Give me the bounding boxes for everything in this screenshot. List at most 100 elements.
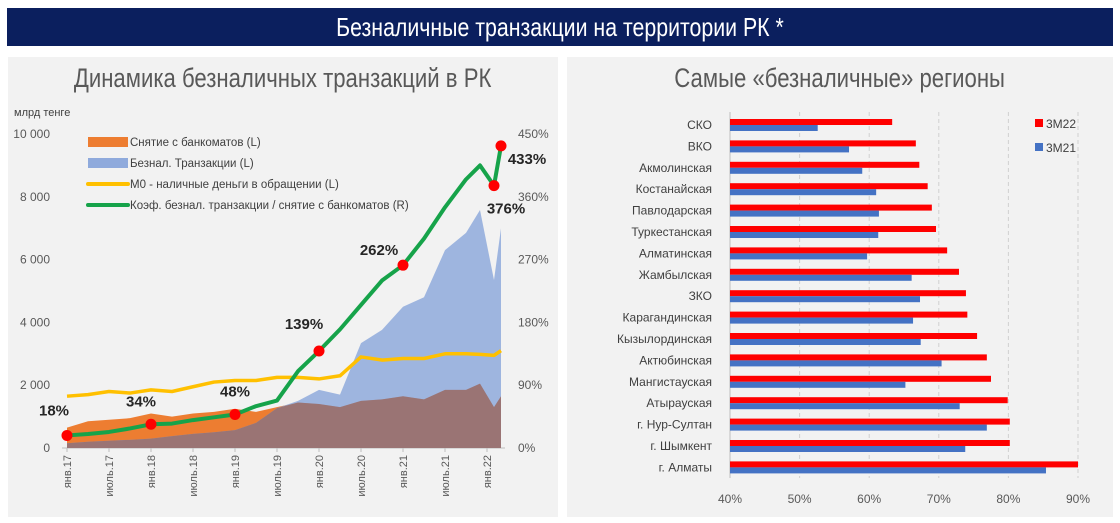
bar-3М21 (730, 189, 877, 196)
x-tick-label: июль.20 (356, 455, 368, 497)
legend-label: Безнал. Транзакции (L) (130, 158, 254, 170)
annotation-marker (488, 180, 500, 192)
x-tick-label: июль.17 (104, 455, 116, 497)
bar-3М21 (730, 125, 818, 131)
y2-tick-label: 450% (518, 127, 549, 141)
x-tick-label: янв.18 (146, 455, 158, 488)
x-tick-label: 70% (927, 492, 951, 506)
x-tick-label: янв.21 (398, 455, 410, 488)
category-label: Карагандинская (623, 311, 712, 325)
legend-swatch (88, 158, 128, 168)
bar-3М21 (730, 146, 850, 153)
category-label: г. Шымкент (650, 439, 712, 453)
annotation-marker (229, 409, 241, 421)
page-header: Безналичные транзакции на территории РК … (7, 8, 1113, 46)
bar-3М22 (730, 226, 937, 232)
annotation-marker (145, 418, 157, 430)
bar-3М22 (730, 119, 893, 125)
bar-3М22 (730, 290, 966, 297)
legend-label: Коэф. безнал. транзакции / снятие с банк… (130, 200, 409, 212)
annotation-label: 34% (126, 393, 156, 410)
y2-tick-label: 360% (518, 190, 549, 204)
legend-label: 3М21 (1046, 141, 1076, 155)
bar-3М22 (730, 204, 932, 211)
category-label: г. Нур-Султан (637, 418, 712, 432)
x-tick-label: 50% (788, 492, 812, 506)
x-tick-label: 40% (718, 492, 742, 506)
x-tick-label: 80% (996, 492, 1020, 506)
annotation-label: 48% (220, 384, 250, 401)
page-title: Безналичные транзакции на территории РК … (336, 11, 784, 42)
category-label: Мангистауская (629, 375, 712, 389)
bar-3М22 (730, 397, 1008, 404)
bar-3М22 (730, 268, 959, 275)
category-label: ЗКО (689, 289, 712, 303)
category-label: СКО (687, 118, 712, 132)
y-tick-label: 6 000 (20, 253, 50, 267)
bar-3М22 (730, 461, 1078, 468)
legend-label: 3М22 (1046, 117, 1076, 131)
bar-3М21 (730, 467, 1046, 474)
bar-3М22 (730, 161, 920, 168)
left-chart-title: Динамика безналичных транзакций в РК (74, 63, 492, 93)
bar-3М22 (730, 333, 978, 339)
overlap-area (67, 383, 501, 448)
bar-3М22 (730, 418, 1010, 425)
category-label: Акмолинская (639, 161, 712, 175)
y-axis-label: млрд тенге (14, 107, 70, 119)
series-area-Безнал. Транзакции (L) (67, 209, 501, 448)
x-tick-label: 90% (1066, 492, 1090, 506)
bar-3М21 (730, 253, 868, 260)
x-tick-label: июль.21 (440, 455, 452, 497)
bar-3М21 (730, 210, 879, 217)
bar-3М21 (730, 339, 921, 345)
annotation-marker (495, 140, 507, 152)
category-label: Павлодарская (632, 204, 712, 218)
bar-3М21 (730, 403, 960, 410)
bar-3М21 (730, 274, 912, 281)
bar-3М21 (730, 360, 942, 367)
y-tick-label: 2 000 (20, 378, 50, 392)
legend-label: М0 - наличные деньги в обращении (L) (130, 179, 339, 191)
bar-3М21 (730, 167, 863, 174)
bar-3М21 (730, 424, 987, 431)
category-label: Жамбылская (639, 268, 712, 282)
category-label: Костанайская (636, 182, 712, 196)
category-label: ВКО (688, 139, 712, 153)
x-tick-label: июль.19 (272, 455, 284, 497)
bar-3М22 (730, 247, 948, 254)
annotation-label: 139% (285, 316, 323, 333)
category-label: Алматинская (639, 246, 712, 260)
x-tick-label: 60% (857, 492, 881, 506)
x-tick-label: янв.17 (62, 455, 74, 488)
bar-3М21 (730, 232, 879, 238)
x-tick-label: янв.19 (230, 455, 242, 488)
x-tick-label: янв.22 (482, 455, 494, 488)
bar-3М22 (730, 183, 928, 190)
category-label: Кызылординская (617, 332, 712, 346)
bar-3М22 (730, 140, 916, 147)
series-line-Коэф. безнал. транзакции / снятие с банкоматов (R) (66, 145, 503, 438)
bar-3М21 (730, 296, 921, 303)
right-chart-title: Самые «безналичные» регионы (674, 63, 1006, 93)
legend-swatch (1035, 143, 1043, 151)
bar-3М21 (730, 317, 914, 324)
y-tick-label: 8 000 (20, 190, 50, 204)
annotation-label: 18% (39, 402, 69, 419)
legend-label: Снятие с банкоматов (L) (130, 137, 261, 149)
y-tick-label: 4 000 (20, 315, 50, 329)
x-tick-label: янв.20 (314, 455, 326, 488)
annotation-label: 262% (360, 242, 398, 259)
bar-3М21 (730, 446, 966, 452)
annotation-marker (61, 429, 73, 441)
bar-3М22 (730, 375, 991, 382)
y2-tick-label: 0% (518, 441, 536, 455)
annotation-marker (313, 345, 325, 357)
legend-swatch (1035, 119, 1043, 127)
x-tick-label: июль.18 (188, 455, 200, 497)
category-label: г. Алматы (659, 460, 712, 474)
series-line-М0 - наличные деньги в обращении (L) (66, 349, 502, 398)
category-label: Актюбинская (639, 353, 712, 367)
category-label: Атырауская (646, 396, 712, 410)
